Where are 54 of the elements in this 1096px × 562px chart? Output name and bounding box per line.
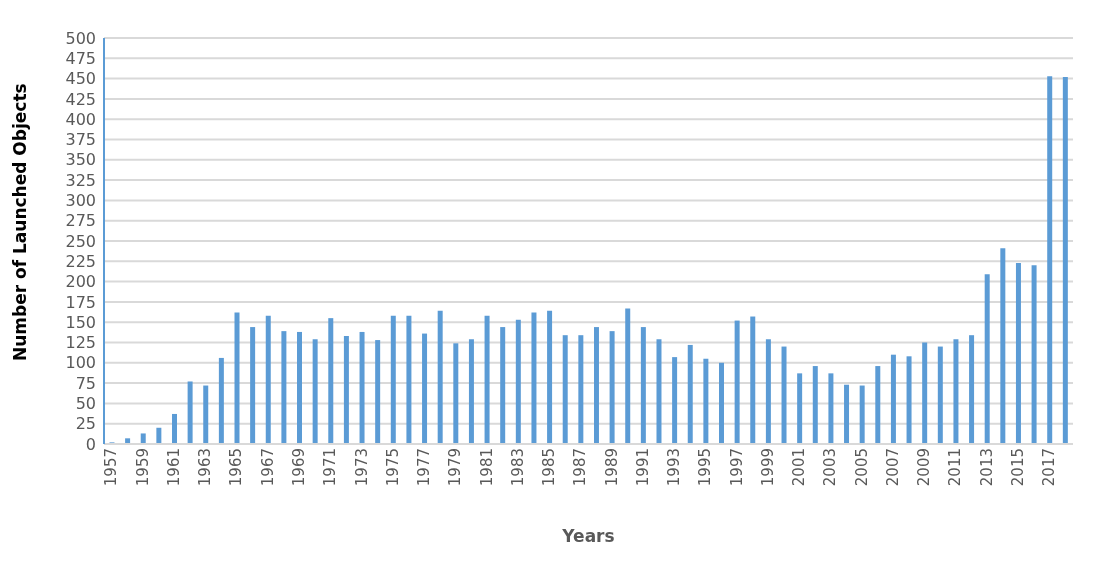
x-tick-label: 1977: [415, 448, 434, 487]
x-tick-label: 1989: [602, 448, 621, 487]
x-tick-label: 1965: [227, 448, 246, 487]
x-tick-label: 2015: [1008, 448, 1027, 487]
x-tick-label: 2017: [1040, 448, 1059, 487]
y-tick-label: 250: [65, 231, 96, 251]
x-tick-label: 2013: [977, 448, 996, 487]
y-tick-label: 500: [65, 28, 96, 48]
x-tick-label: 1969: [290, 448, 309, 487]
x-tick-label: 1983: [508, 448, 527, 487]
x-tick-label: 1963: [196, 448, 215, 487]
x-tick-label: 2005: [852, 448, 871, 487]
x-tick-label: 2001: [790, 448, 809, 487]
y-axis-title: Number of Launched Objects: [10, 83, 31, 361]
y-tick-label: 150: [65, 312, 96, 332]
y-tick-label: 75: [75, 373, 96, 393]
x-tick-label: 1987: [571, 448, 590, 487]
x-tick-label: 1979: [446, 448, 465, 487]
y-tick-label: 125: [65, 333, 96, 353]
y-tick-label: 225: [65, 251, 96, 271]
y-tick-label: 450: [65, 69, 96, 89]
y-tick-label: 425: [65, 89, 96, 109]
y-tick-label: 175: [65, 292, 96, 312]
y-tick-label: 375: [65, 130, 96, 150]
x-tick-label: 1959: [133, 448, 152, 487]
x-axis-title: Years: [561, 526, 615, 546]
y-tick-label: 275: [65, 211, 96, 231]
y-tick-label: 100: [65, 353, 96, 373]
x-tick-label: 1961: [164, 448, 183, 487]
y-tick-label: 50: [75, 394, 96, 414]
y-tick-label: 400: [65, 109, 96, 129]
x-tick-label: 1967: [258, 448, 277, 487]
x-tick-label: 2011: [946, 448, 965, 487]
x-tick-label: 1993: [665, 448, 684, 487]
y-tick-label: 325: [65, 170, 96, 190]
y-tick-label: 200: [65, 272, 96, 292]
y-tick-label: 475: [65, 48, 96, 68]
x-tick-label: 1971: [321, 448, 340, 487]
x-tick-label: 1957: [102, 448, 121, 487]
x-tick-label: 2009: [915, 448, 934, 487]
x-tick-label: 1997: [727, 448, 746, 487]
x-tick-label: 1981: [477, 448, 496, 487]
x-tick-label: 1973: [352, 448, 371, 487]
y-tick-label: 25: [75, 414, 96, 434]
y-tick-label: 0: [85, 434, 96, 454]
y-tick-label: 350: [65, 150, 96, 170]
y-tick-label: 300: [65, 191, 96, 211]
x-tick-label: 2003: [821, 448, 840, 487]
x-tick-label: 1975: [383, 448, 402, 487]
x-tick-label: 1995: [696, 448, 715, 487]
x-tick-label: 2007: [883, 448, 902, 487]
x-tick-label: 1999: [758, 448, 777, 487]
x-tick-label: 1985: [540, 448, 559, 487]
x-tick-label: 1991: [633, 448, 652, 487]
